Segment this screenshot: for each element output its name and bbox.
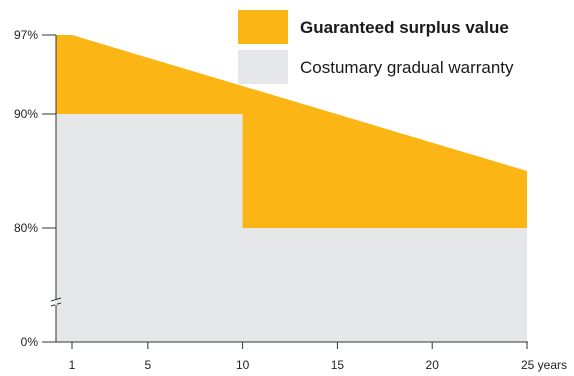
legend-swatch-costumary (238, 50, 288, 84)
y-tick-label: 90% (14, 107, 38, 121)
x-tick-label: 5 (144, 358, 151, 372)
legend-label-costumary: Costumary gradual warranty (300, 58, 514, 77)
area-series-1 (56, 114, 527, 342)
chart-areas (56, 35, 527, 342)
chart-axes (50, 35, 528, 343)
x-ticks: 1 5 10 15 20 25 years (69, 342, 567, 372)
y-tick-label: 97% (14, 28, 38, 42)
axis-break-mark (50, 297, 62, 307)
legend-label-guaranteed: Guaranteed surplus value (300, 18, 509, 37)
y-tick-label: 80% (14, 221, 38, 235)
x-tick-label: 15 (331, 358, 345, 372)
legend: Guaranteed surplus value Costumary gradu… (238, 10, 514, 84)
y-ticks: 0% 80% 90% 97% (14, 28, 56, 349)
x-tick-label: 10 (236, 358, 250, 372)
legend-swatch-guaranteed (238, 10, 288, 44)
x-tick-label: 1 (69, 358, 76, 372)
y-tick-label: 0% (21, 335, 39, 349)
x-tick-label: 20 (426, 358, 440, 372)
x-tick-label: 25 years (521, 358, 567, 372)
